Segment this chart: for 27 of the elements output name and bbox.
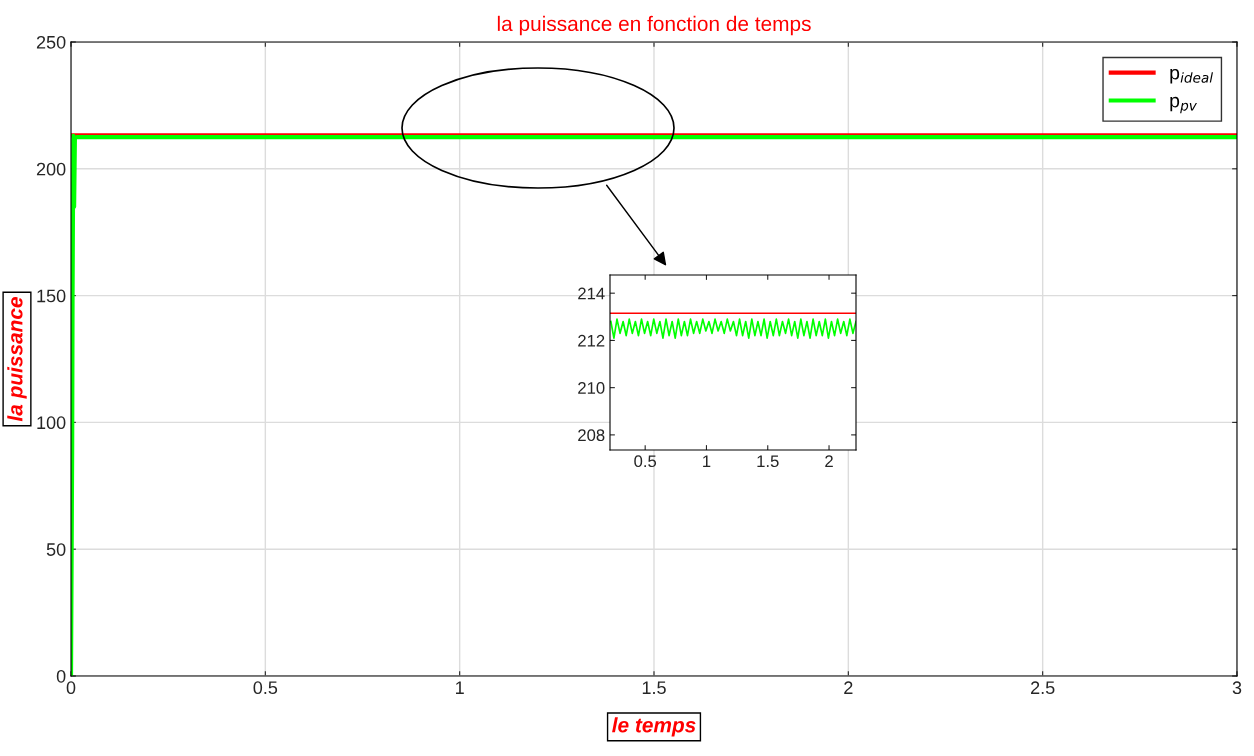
x-axis-title: le temps: [612, 717, 696, 737]
x-tick-label: 0.5: [634, 455, 657, 468]
x-tick-label: 1: [456, 681, 464, 694]
y-tick-label: 214: [578, 287, 605, 300]
y-tick-label: 212: [578, 334, 605, 347]
y-tick-label: 0: [56, 669, 66, 683]
x-tick-label: 2: [825, 455, 833, 467]
y-tick-label: 200: [36, 162, 66, 176]
chart-title: la puissance en fonction de temps: [497, 15, 811, 36]
x-tick-label: 2.5: [1031, 681, 1055, 695]
y-tick-label: 50: [46, 543, 66, 556]
line-series: [610, 318, 856, 339]
x-tick-label: 2: [844, 681, 853, 694]
y-axis-title: la puissance: [7, 297, 27, 422]
legend-label: p$_{pv}$: [1170, 96, 1197, 114]
y-tick-label: 150: [37, 289, 66, 303]
legend-label: p$_{ideal}$: [1170, 68, 1213, 84]
x-tick-label: 0: [66, 681, 76, 695]
x-tick-label: 1.5: [642, 681, 666, 695]
x-tick-label: 0.5: [253, 681, 278, 695]
x-tick-label: 3: [1232, 681, 1242, 695]
x-tick-label: 1.5: [757, 455, 779, 468]
y-tick-label: 100: [37, 416, 66, 430]
x-tick-label: 1: [703, 455, 711, 467]
y-tick-label: 208: [578, 429, 605, 442]
y-tick-label: 210: [578, 382, 605, 394]
y-tick-label: 250: [36, 35, 66, 49]
